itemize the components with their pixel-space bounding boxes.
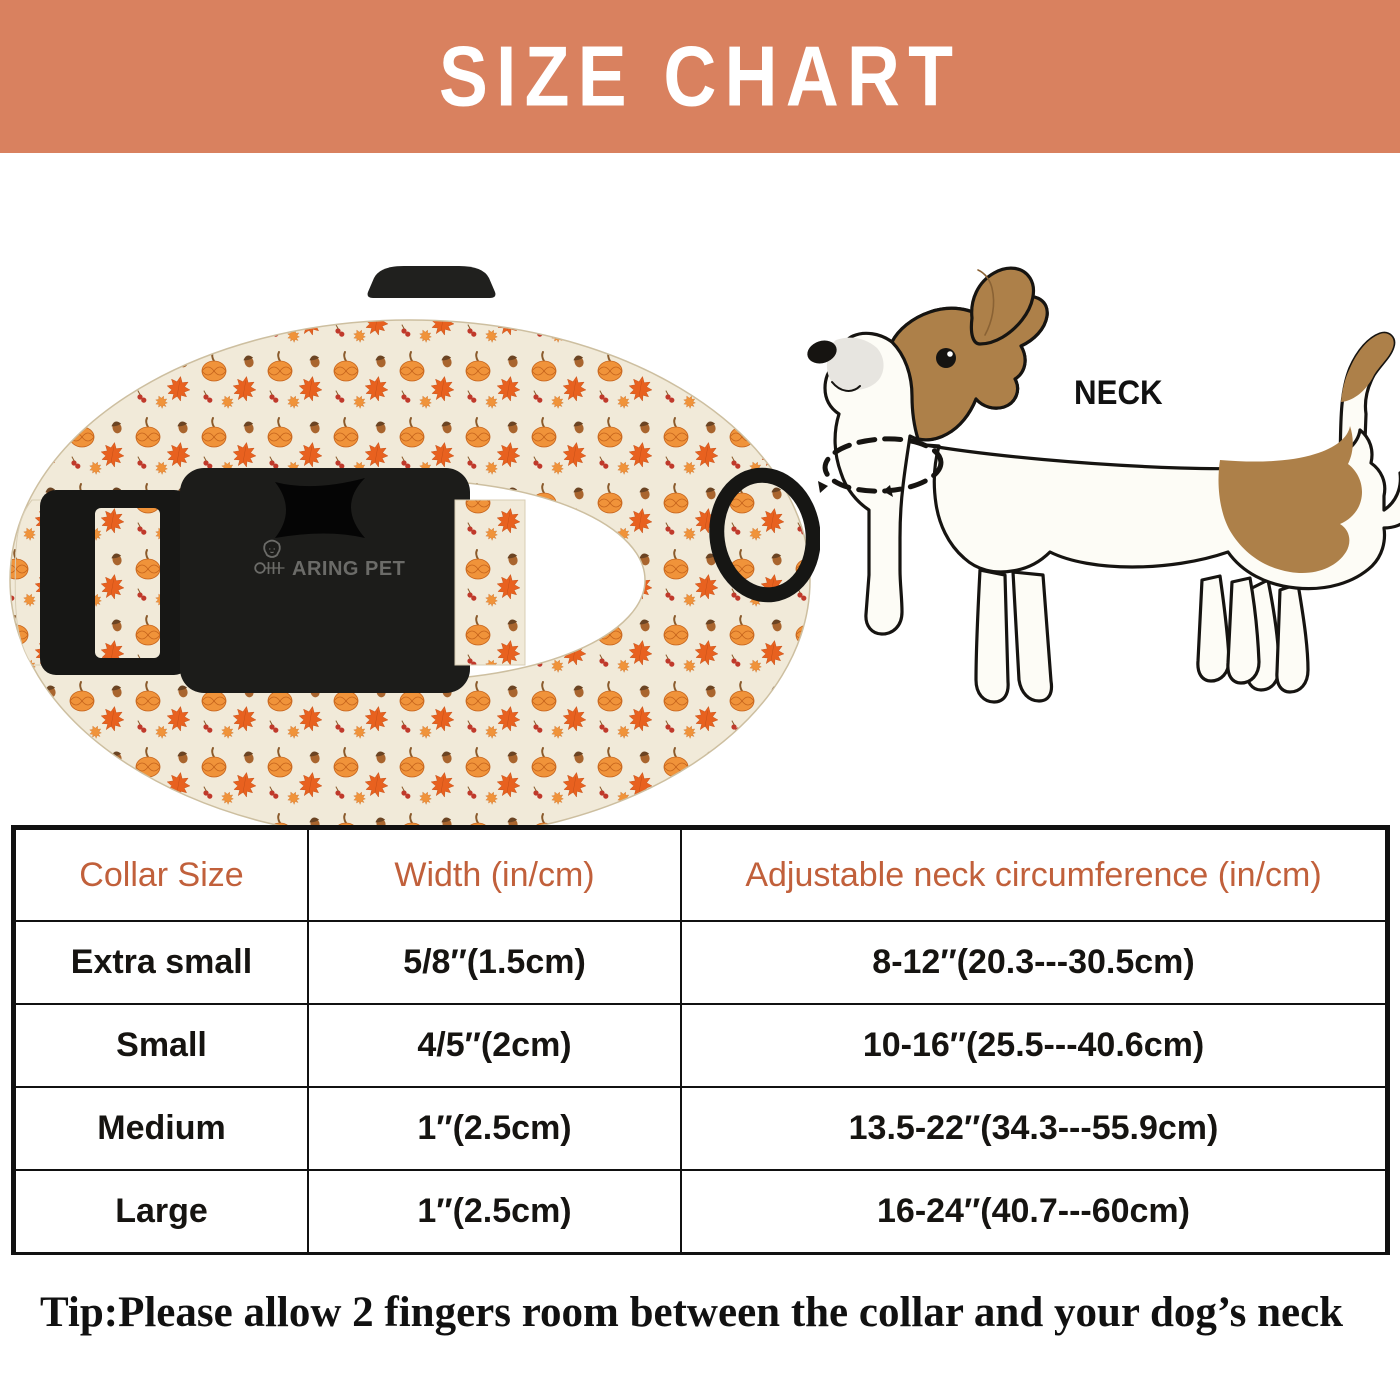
svg-text:ARING PET: ARING PET <box>292 558 405 580</box>
